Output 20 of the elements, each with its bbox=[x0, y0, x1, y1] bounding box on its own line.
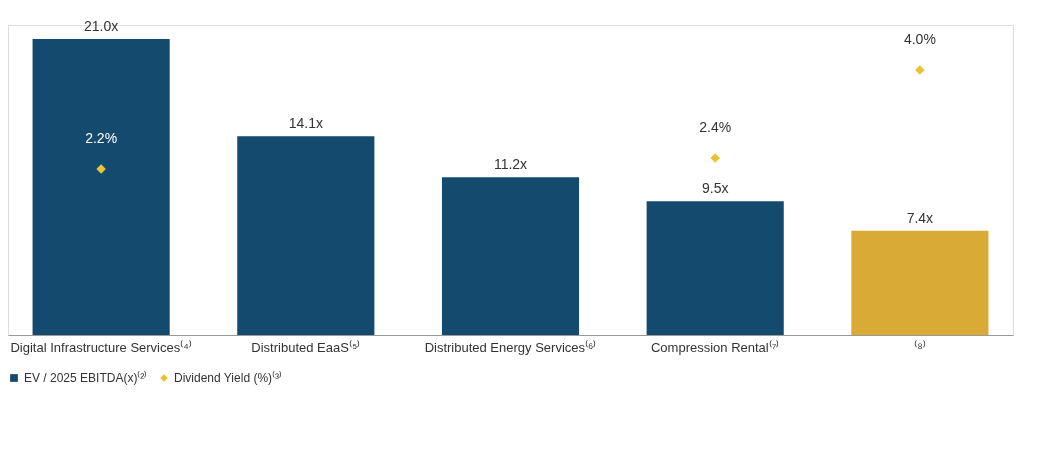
data-label: 21.0x bbox=[84, 18, 119, 35]
data-label: 2.2% bbox=[85, 130, 118, 146]
x-tick-label: ⁽⁸⁾ bbox=[914, 339, 926, 355]
bar bbox=[646, 201, 784, 335]
data-label: 14.1x bbox=[288, 115, 323, 132]
legend-label: Dividend Yield (%)⁽³⁾ bbox=[174, 371, 283, 385]
x-tick-label: Compression Rental⁽⁷⁾ bbox=[650, 339, 780, 355]
x-tick-label: Distributed EaaS⁽⁵⁾ bbox=[251, 339, 361, 355]
x-tick-label: Digital Infrastructure Services⁽⁴⁾ bbox=[10, 339, 192, 355]
bar bbox=[237, 136, 375, 335]
data-label: 4.0% bbox=[903, 31, 936, 47]
x-tick-label: Distributed Energy Services⁽⁶⁾ bbox=[424, 339, 597, 355]
bar bbox=[441, 177, 580, 335]
legend-label: EV / 2025 EBITDA(x)⁽²⁾ bbox=[24, 371, 148, 385]
data-label: 2.4% bbox=[699, 119, 732, 135]
bar bbox=[32, 39, 170, 335]
bar bbox=[851, 230, 989, 335]
data-label: 11.2x bbox=[493, 156, 528, 173]
data-label: 7.4x bbox=[906, 209, 934, 226]
data-label: 9.5x bbox=[701, 180, 729, 197]
